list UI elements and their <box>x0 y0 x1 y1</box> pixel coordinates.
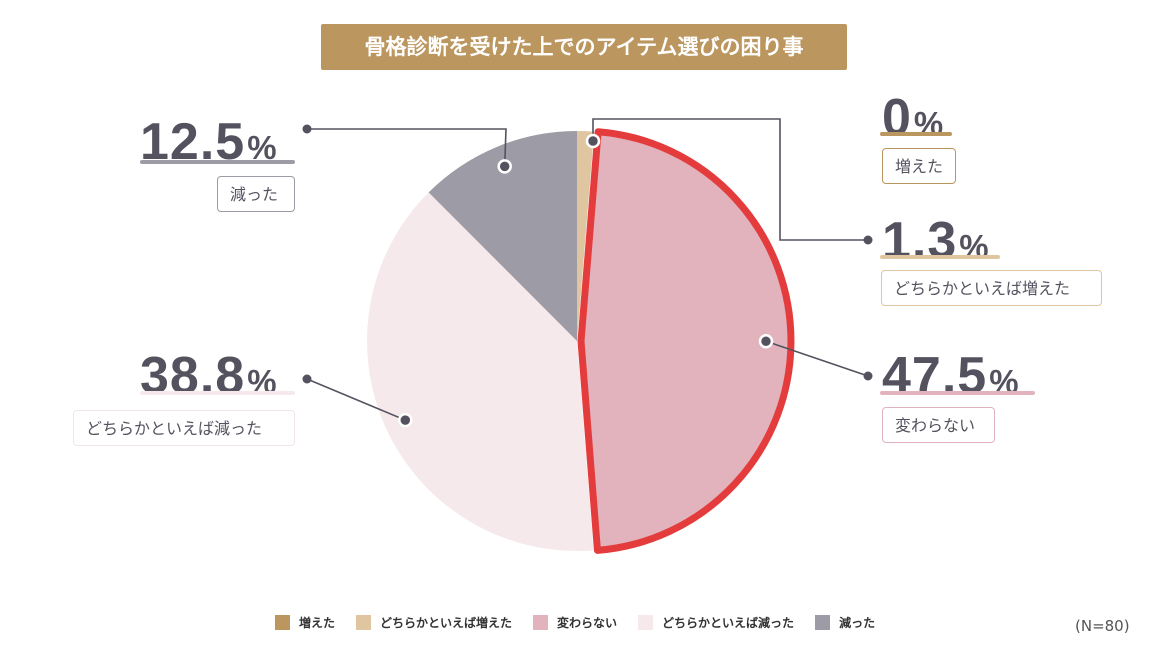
legend-label: 増えた <box>299 616 336 630</box>
leader-somewhat-increased <box>592 118 868 241</box>
legend-label: 減った <box>839 616 876 630</box>
leader-end-decreased <box>302 124 312 134</box>
leader-dot-decreased <box>497 159 512 174</box>
leader-dot-unchanged <box>758 334 774 349</box>
legend-label: どちらかといえば減った <box>662 616 795 630</box>
label-decreased: 減った <box>217 176 295 212</box>
legend-item-decreased: 減った <box>815 614 875 631</box>
leader-dot-somewhat-increased <box>585 133 601 149</box>
leader-end-somewhat-increased <box>863 235 873 245</box>
legend-swatch <box>638 615 654 630</box>
underline-somewhat-decreased <box>140 391 295 395</box>
chart-title: 骨格診断を受けた上でのアイテム選びの困り事 <box>321 24 847 70</box>
leader-end-unchanged <box>863 371 873 381</box>
legend-swatch <box>356 615 372 630</box>
legend-item-unchanged: 変わらない <box>533 614 617 631</box>
underline-somewhat-increased <box>880 255 1000 259</box>
pct-increased: 0% <box>882 89 944 147</box>
legend-label: 変わらない <box>557 616 618 630</box>
legend-swatch <box>815 615 831 630</box>
label-somewhat-increased: どちらかといえば増えた <box>881 270 1102 306</box>
legend-swatch <box>275 615 290 630</box>
pct-decreased: 12.5% <box>140 113 277 171</box>
pct-somewhat-increased: 1.3% <box>882 212 989 270</box>
leader-somewhat-decreased <box>306 378 406 421</box>
label-unchanged: 変わらない <box>882 407 995 443</box>
underline-decreased <box>140 160 295 164</box>
legend-item-somewhat-decreased: どちらかといえば減った <box>638 614 794 631</box>
label-somewhat-decreased: どちらかといえば減った <box>73 410 295 446</box>
leader-end-somewhat-decreased <box>302 374 312 384</box>
legend-swatch <box>533 615 549 630</box>
underline-increased <box>880 132 952 136</box>
slice-unchanged <box>577 128 795 554</box>
chart-legend: 増えた どちらかといえば増えた 変わらない どちらかといえば減った 減った <box>275 614 896 631</box>
slice-somewhat-increased <box>577 131 595 341</box>
underline-unchanged <box>880 391 1035 395</box>
label-increased: 増えた <box>882 148 957 184</box>
slice-decreased <box>428 131 577 341</box>
legend-label: どちらかといえば増えた <box>380 616 513 630</box>
leader-decreased <box>307 128 507 167</box>
leader-dot-somewhat-decreased <box>398 412 413 428</box>
slice-somewhat-decreased <box>366 192 594 551</box>
legend-item-increased: 増えた <box>275 614 335 631</box>
leader-unchanged <box>765 340 869 377</box>
legend-item-somewhat-increased: どちらかといえば増えた <box>356 614 512 631</box>
sample-size-note: (N=80) <box>1075 617 1130 635</box>
